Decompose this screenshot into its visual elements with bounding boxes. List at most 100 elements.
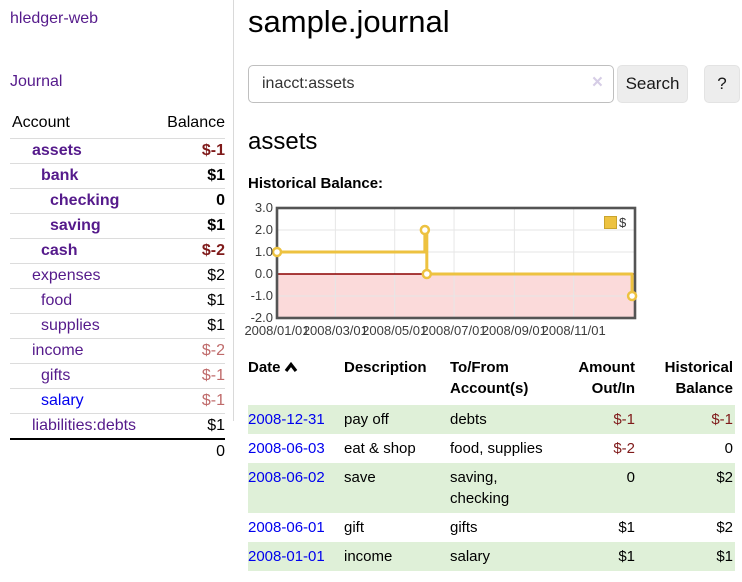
sidebar-account-link-assets[interactable]: assets: [32, 142, 82, 159]
register-row[interactable]: 2008-06-01 gift gifts $1 $2: [248, 513, 735, 542]
register-row[interactable]: 2008-01-01 income salary $1 $1: [248, 541, 735, 571]
register-header-date[interactable]: Date: [248, 355, 344, 405]
sidebar-total-row: 0: [10, 439, 225, 464]
register-description: pay off: [344, 410, 389, 428]
sidebar-account-link-cash[interactable]: cash: [41, 242, 78, 259]
sidebar-account-row: supplies $1: [10, 313, 225, 339]
register-balance: $2: [716, 518, 733, 536]
register-date-link[interactable]: 2008-06-01: [248, 518, 325, 536]
sidebar-account-row: bank $1: [10, 163, 225, 189]
sidebar-account-row: liabilities:debts $1: [10, 413, 225, 440]
sidebar-account-balance: 0: [216, 192, 225, 209]
sidebar-account-row: saving $1: [10, 213, 225, 239]
register-balance: $1: [716, 547, 733, 565]
sidebar-account-link-expenses[interactable]: expenses: [32, 267, 101, 284]
sidebar-account-link-supplies[interactable]: supplies: [41, 317, 100, 334]
x-axis-tick-label: 2008/07/01: [421, 322, 487, 338]
register-description: eat & shop: [344, 439, 416, 457]
register-accounts: food, supplies: [450, 439, 543, 457]
sidebar-account-row: cash $-2: [10, 238, 225, 264]
sort-ascending-icon: [284, 361, 297, 372]
x-axis-tick-label: 2008/01/01: [244, 322, 310, 338]
search-input[interactable]: [248, 64, 614, 103]
y-axis-tick-label: -2.0: [250, 309, 273, 325]
sidebar-total-balance: 0: [216, 443, 225, 460]
register-amount: $1: [618, 518, 635, 536]
legend-label: $: [619, 214, 627, 230]
register-balance: $-1: [711, 410, 733, 428]
register-header-amount: Amount Out/In: [578, 358, 635, 397]
search-box: ×: [248, 64, 614, 103]
account-heading: assets: [248, 127, 318, 155]
help-button[interactable]: ?: [704, 64, 740, 103]
register-table: Date Description To/From Account(s) Amou…: [248, 355, 735, 571]
y-axis-tick-label: -1.0: [250, 287, 273, 303]
main-content: sample.journal × Search ? assets Histori…: [244, 0, 742, 571]
sidebar-account-link-bank[interactable]: bank: [41, 167, 79, 184]
sidebar-item-journal[interactable]: Journal: [10, 73, 63, 90]
register-header-accounts: To/From Account(s): [450, 358, 529, 397]
sidebar-account-row: checking 0: [10, 188, 225, 214]
sidebar-account-row: expenses $2: [10, 263, 225, 289]
register-header-description: Description: [344, 358, 427, 376]
app-title-link[interactable]: hledger-web: [10, 10, 99, 27]
register-row[interactable]: 2008-06-03 eat & shop food, supplies $-2 0: [248, 434, 735, 463]
sidebar-account-balance: $1: [207, 317, 225, 334]
sidebar-account-link-food[interactable]: food: [41, 292, 73, 309]
register-amount: 0: [626, 468, 635, 486]
register-amount: $-2: [613, 439, 635, 457]
x-axis-tick-label: 2008/09/01: [481, 322, 547, 338]
register-balance: 0: [724, 439, 733, 457]
sidebar-account-balance: $-1: [201, 367, 225, 384]
y-axis-tick-label: 3.0: [254, 199, 273, 215]
sidebar-account-table: Account Balance assets $-1 bank $1 checking 0…: [10, 111, 225, 464]
register-amount: $-1: [613, 410, 635, 428]
chart-data-point[interactable]: [626, 290, 638, 301]
register-balance: $2: [716, 468, 733, 486]
search-button[interactable]: Search: [617, 64, 688, 103]
register-header-balance: Historical Balance: [664, 358, 733, 397]
register-date-link[interactable]: 2008-01-01: [248, 547, 325, 565]
register-accounts: debts: [450, 410, 487, 428]
register-date-link[interactable]: 2008-12-31: [248, 410, 325, 428]
register-date-link[interactable]: 2008-06-02: [248, 468, 325, 486]
sidebar-account-row: income $-2: [10, 338, 225, 364]
sidebar-account-balance: $-2: [201, 242, 225, 259]
sidebar-account-link-gifts[interactable]: gifts: [41, 367, 71, 384]
sidebar-account-link-saving[interactable]: saving: [50, 217, 101, 234]
sidebar-account-link-liabilities-debts[interactable]: liabilities:debts: [32, 417, 137, 434]
y-axis-tick-label: 0.0: [254, 265, 273, 281]
y-axis-tick-label: 1.0: [254, 243, 273, 259]
chart-legend: $: [604, 215, 626, 230]
sidebar-account-balance: $1: [207, 292, 225, 309]
sidebar-account-row: gifts $-1: [10, 363, 225, 389]
register-accounts: saving, checking: [450, 468, 510, 507]
chart-data-point[interactable]: [421, 268, 433, 279]
register-row[interactable]: 2008-06-02 save saving, checking 0 $2: [248, 462, 735, 513]
sidebar-account-link-salary[interactable]: salary: [41, 392, 84, 409]
sidebar-account-balance: $1: [207, 217, 225, 234]
chart-canvas: [271, 206, 638, 319]
page-title: sample.journal: [248, 4, 450, 39]
x-axis-tick-label: 2008/03/01: [302, 322, 368, 338]
sidebar-account-link-checking[interactable]: checking: [50, 192, 120, 209]
y-axis-tick-label: 2.0: [254, 221, 273, 237]
sidebar-account-row: assets $-1: [10, 138, 225, 164]
clear-search-icon[interactable]: ×: [591, 71, 603, 93]
chart-data-point[interactable]: [419, 224, 431, 235]
register-row[interactable]: 2008-12-31 pay off debts $-1 $-1: [248, 404, 735, 434]
x-axis-tick-label: 2008/11/01: [541, 322, 606, 338]
search-form: × Search ?: [248, 64, 742, 103]
sidebar-account-link-income[interactable]: income: [32, 342, 84, 359]
sidebar-account-balance: $-1: [201, 392, 225, 409]
chart-data-point[interactable]: [271, 246, 283, 257]
sidebar-account-balance: $1: [207, 167, 225, 184]
chart-title: Historical Balance:: [248, 174, 384, 192]
sidebar-account-row: food $1: [10, 288, 225, 314]
register-date-link[interactable]: 2008-06-03: [248, 439, 325, 457]
register-description: income: [344, 547, 393, 565]
register-accounts: salary: [450, 547, 491, 565]
sidebar-account-row: salary $-1: [10, 388, 225, 414]
app-title: hledger-web: [10, 10, 225, 28]
